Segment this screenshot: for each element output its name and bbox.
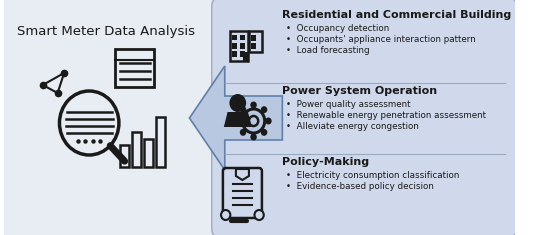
Polygon shape bbox=[190, 66, 282, 170]
Bar bbox=[251, 43, 256, 49]
Circle shape bbox=[240, 129, 246, 136]
Polygon shape bbox=[224, 112, 252, 127]
Bar bbox=[232, 43, 238, 49]
FancyBboxPatch shape bbox=[212, 0, 516, 235]
Circle shape bbox=[261, 106, 267, 113]
Text: Residential and Commercial Building: Residential and Commercial Building bbox=[282, 10, 512, 20]
Text: Policy-Making: Policy-Making bbox=[282, 157, 370, 167]
Bar bbox=[156, 117, 166, 167]
Circle shape bbox=[250, 133, 257, 141]
Bar bbox=[251, 35, 256, 41]
Circle shape bbox=[265, 118, 272, 125]
Circle shape bbox=[221, 210, 230, 220]
Text: •  Power quality assessment: • Power quality assessment bbox=[286, 100, 410, 109]
Circle shape bbox=[235, 118, 242, 125]
Text: •  Occupants' appliance interaction pattern: • Occupants' appliance interaction patte… bbox=[286, 35, 476, 44]
Circle shape bbox=[255, 210, 264, 220]
Text: •  Renewable energy penetration assessment: • Renewable energy penetration assessmen… bbox=[286, 111, 486, 120]
FancyBboxPatch shape bbox=[0, 0, 520, 235]
Text: •  Occupancy detection: • Occupancy detection bbox=[286, 24, 389, 33]
Text: •  Load forecasting: • Load forecasting bbox=[286, 46, 370, 55]
Text: •  Electricity consumption classification: • Electricity consumption classification bbox=[286, 171, 459, 180]
Bar bbox=[232, 35, 238, 40]
Bar bbox=[232, 51, 238, 57]
Bar bbox=[249, 31, 262, 52]
Bar bbox=[240, 51, 245, 57]
Circle shape bbox=[229, 94, 246, 112]
Bar bbox=[120, 145, 129, 167]
Text: Smart Meter Data Analysis: Smart Meter Data Analysis bbox=[17, 25, 195, 38]
Text: •  Evidence-based policy decision: • Evidence-based policy decision bbox=[286, 182, 434, 191]
Circle shape bbox=[261, 129, 267, 136]
Bar bbox=[132, 132, 141, 167]
Circle shape bbox=[240, 106, 246, 113]
Bar bbox=[144, 139, 153, 167]
Text: Power System Operation: Power System Operation bbox=[282, 86, 437, 96]
Bar bbox=[240, 35, 245, 40]
Text: •  Alleviate energy congestion: • Alleviate energy congestion bbox=[286, 122, 419, 131]
Bar bbox=[230, 31, 248, 61]
Bar bbox=[243, 52, 249, 61]
Bar bbox=[240, 43, 245, 49]
Circle shape bbox=[250, 102, 257, 109]
